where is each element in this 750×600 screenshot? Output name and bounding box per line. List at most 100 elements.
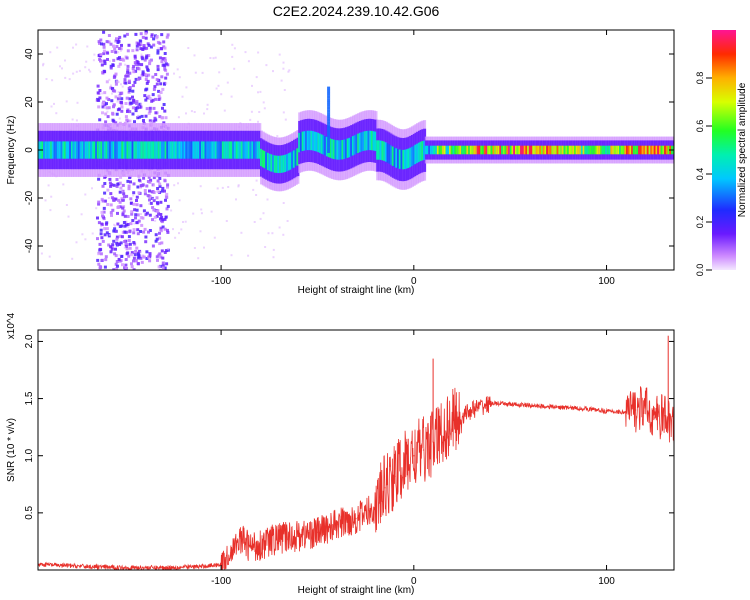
spectrogram-cell (127, 43, 131, 47)
spectrogram-cell (225, 141, 229, 159)
spectrogram-cell (360, 132, 364, 152)
spectrogram-cell (53, 102, 55, 105)
spectrogram-cell (164, 116, 168, 120)
spectrogram-cell (115, 178, 119, 181)
spectrogram-cell (121, 211, 125, 215)
spectrogram-cell (596, 145, 600, 155)
spectrogram-cell (136, 185, 140, 189)
spectrogram-cell (109, 203, 113, 207)
spectrogram-cell (146, 79, 150, 83)
spectrogram-cell (265, 64, 268, 67)
spectrogram-cell (378, 140, 381, 160)
spectrogram-cell (75, 241, 78, 244)
spectrogram-cell (114, 39, 118, 43)
spectrogram-cell (48, 141, 52, 159)
spectrogram-cell (137, 219, 141, 223)
spectrogram-cell (286, 154, 289, 172)
spectrogram-cell (116, 211, 119, 215)
spectrogram-ytick-label: 40 (24, 48, 35, 60)
spectrogram-cell (499, 145, 503, 155)
spectrogram-cell (181, 95, 184, 98)
spectrogram-cell (114, 72, 118, 76)
spectrogram-cell (72, 72, 75, 75)
spectrogram-cell (278, 53, 281, 56)
spectrogram-cell (101, 111, 104, 115)
spectrogram-cell (502, 145, 506, 155)
spectrogram-cell (161, 141, 165, 159)
spectrogram-cell (158, 41, 162, 45)
spectrogram-cell (178, 141, 182, 159)
spectrogram-cell (72, 46, 74, 49)
spectrogram-cell (161, 263, 165, 267)
spectrogram-cell (110, 99, 114, 103)
spectrogram-cell (124, 81, 128, 85)
spectrogram-cell (107, 34, 111, 37)
spectrogram-cell (148, 252, 152, 256)
spectrogram-cell (153, 215, 157, 219)
spectrogram-cell (276, 135, 279, 138)
spectrogram-cell (129, 211, 132, 214)
spectrogram-cell (230, 95, 233, 98)
spectrogram-cell (105, 80, 109, 84)
spectrogram-cell (134, 32, 138, 36)
spectrogram-cell (128, 97, 132, 101)
spectrogram-cell (221, 186, 224, 189)
spectrogram-cell (221, 141, 225, 159)
spectrogram-cell (144, 240, 148, 244)
spectrogram-cell (147, 43, 151, 47)
spectrogram-cell (163, 82, 166, 86)
spectrogram-cell (112, 75, 116, 79)
snr-point (355, 517, 357, 520)
spectrogram-cell (327, 109, 331, 113)
spectrogram-cell (100, 210, 104, 214)
spectrogram-cell (51, 141, 55, 159)
spectrogram-cell (137, 253, 140, 257)
spectrogram-cell (128, 110, 132, 114)
spectrogram-cell (161, 266, 165, 270)
spectrogram-cell (154, 118, 158, 122)
spectrogram-cell (104, 112, 108, 116)
spectrogram-cell (473, 145, 477, 155)
spectrogram-cell (111, 111, 115, 115)
snr-point (605, 410, 608, 412)
spectrogram-cell (103, 106, 106, 109)
spectrogram-cell (107, 98, 111, 101)
spectrogram-cell (139, 251, 142, 254)
spectrogram-cell (572, 145, 576, 155)
spectrogram-cell (568, 145, 572, 155)
spectrogram-xlabel: Height of straight line (km) (298, 285, 415, 296)
spectrogram-cell (579, 145, 583, 155)
spectrogram-cell (165, 72, 169, 76)
spectrogram-cell (509, 145, 513, 155)
spectrogram-cell (160, 220, 164, 224)
spectrogram-cell (107, 106, 111, 110)
spectrogram-cell (97, 200, 101, 204)
spectrogram-cell (487, 145, 491, 155)
spectrogram-cell (142, 255, 146, 259)
spectrogram-cell (151, 93, 155, 97)
spectrogram-cell (489, 145, 492, 155)
spectrogram-cell (249, 118, 252, 121)
spectrogram-cell (156, 258, 159, 262)
spectrogram-cell (279, 155, 283, 173)
spectrogram-cell (638, 145, 642, 155)
spectrogram-cell (124, 102, 128, 105)
spectrogram-cell (78, 69, 81, 72)
spectrogram-cell (184, 220, 187, 223)
spectrogram-cell (159, 226, 163, 230)
spectrogram-cell (608, 145, 612, 155)
spectrogram-cell (324, 136, 328, 156)
spectrogram-cell (118, 181, 122, 185)
spectrogram-ytick-label: -20 (24, 190, 35, 205)
spectrogram-cell (253, 221, 256, 223)
spectrogram-cell (123, 230, 127, 234)
spectrogram-cell (100, 236, 104, 240)
spectrogram-cell (193, 247, 196, 249)
spectrogram-cell (103, 191, 107, 195)
colorbar-tick-label: 0.2 (695, 216, 705, 229)
spectrogram-cell (263, 150, 267, 169)
spectrogram-cell (530, 145, 534, 155)
spectrogram-cell (383, 141, 387, 161)
spectrogram-cell (160, 60, 164, 64)
spectrogram-cell (161, 57, 165, 61)
